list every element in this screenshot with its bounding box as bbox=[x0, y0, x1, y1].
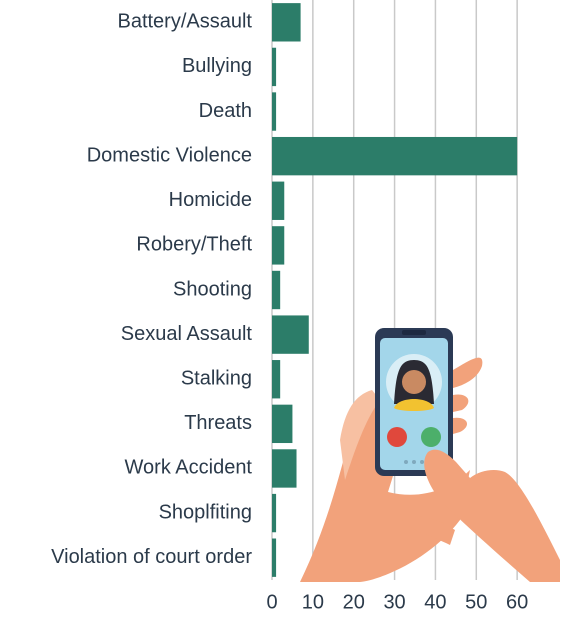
avatar-shirt bbox=[394, 399, 434, 411]
labels: 0 10 20 30 40 50 60 Battery/Assault Bullying Deat… bbox=[51, 11, 528, 614]
y-tick-label: Stalking bbox=[181, 368, 252, 390]
left-fingers bbox=[453, 394, 469, 434]
bar bbox=[272, 3, 301, 42]
x-tick-label: 30 bbox=[383, 591, 405, 613]
y-tick-label: Sexual Assault bbox=[121, 323, 253, 345]
x-tick-label: 60 bbox=[506, 591, 528, 613]
x-tick-label: 10 bbox=[302, 591, 324, 613]
y-tick-label: Shooting bbox=[173, 278, 252, 300]
phone-illustration bbox=[300, 328, 560, 582]
accept-button bbox=[421, 427, 441, 447]
y-tick-label: Battery/Assault bbox=[117, 11, 252, 33]
x-tick-label: 50 bbox=[465, 591, 487, 613]
bar bbox=[272, 404, 293, 444]
bar bbox=[272, 538, 277, 577]
y-tick-label: Domestic Violence bbox=[87, 144, 252, 166]
right-hand bbox=[424, 449, 560, 582]
hand-highlight bbox=[340, 390, 380, 480]
x-tick-label: 40 bbox=[424, 591, 446, 613]
bar bbox=[272, 315, 309, 354]
y-tick-label: Bullying bbox=[182, 55, 252, 77]
dot bbox=[412, 460, 416, 464]
y-tick-label: Threats bbox=[184, 412, 252, 434]
left-thumb bbox=[453, 357, 483, 388]
decline-button bbox=[387, 427, 407, 447]
grid bbox=[271, 0, 518, 580]
y-tick-label: Shoplfiting bbox=[159, 501, 252, 523]
bar bbox=[272, 92, 277, 131]
dot bbox=[404, 460, 408, 464]
bar bbox=[272, 181, 285, 220]
bar bbox=[272, 493, 277, 533]
y-tick-label: Work Accident bbox=[125, 457, 253, 479]
y-tick-label: Violation of court order bbox=[51, 546, 252, 568]
dot bbox=[420, 460, 424, 464]
bar bbox=[272, 360, 281, 399]
right-knuckle bbox=[402, 516, 455, 545]
y-tick-label: Homicide bbox=[169, 189, 252, 211]
x-tick-label: 20 bbox=[343, 591, 365, 613]
bar bbox=[272, 136, 518, 176]
bar bbox=[272, 47, 277, 87]
bar bbox=[272, 226, 285, 265]
avatar-face bbox=[402, 370, 426, 394]
bar bbox=[272, 270, 281, 310]
y-tick-label: Robery/Theft bbox=[136, 234, 252, 256]
y-tick-label: Death bbox=[199, 100, 252, 122]
phone-notch bbox=[402, 330, 426, 335]
bars bbox=[272, 3, 518, 577]
x-tick-label: 0 bbox=[266, 591, 277, 613]
bar bbox=[272, 449, 297, 488]
